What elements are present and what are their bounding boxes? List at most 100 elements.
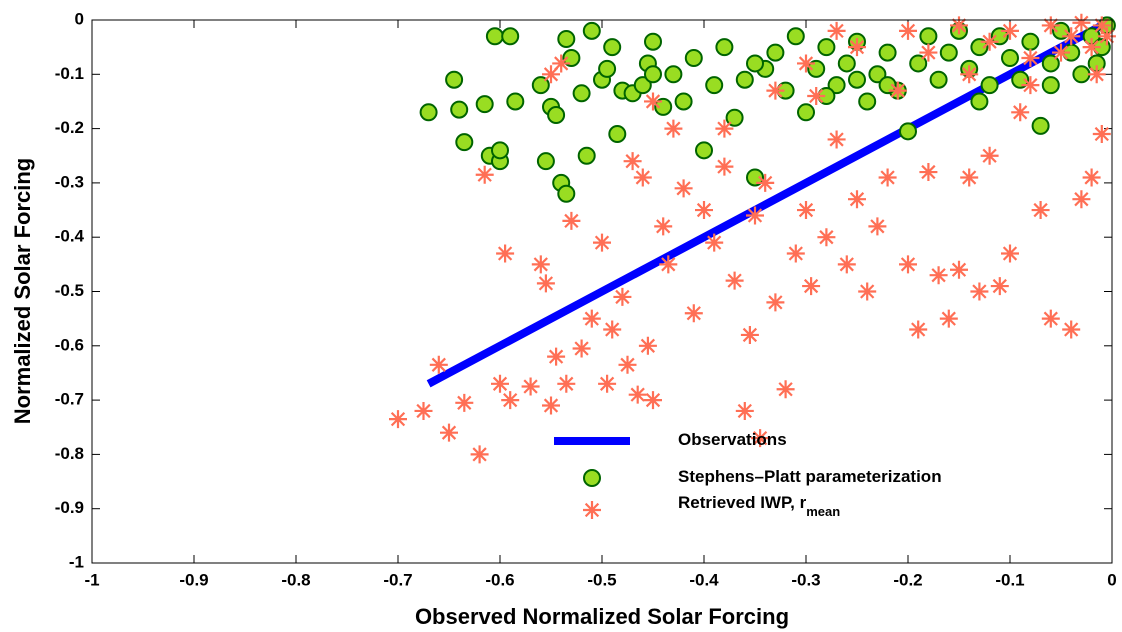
circle-marker (684, 49, 703, 68)
star-marker (684, 304, 703, 323)
circle-marker (450, 100, 469, 119)
star-marker (715, 119, 734, 138)
legend-label-text: Stephens–Platt parameterization (678, 467, 942, 486)
circle-marker (1041, 76, 1060, 95)
circle-marker (899, 122, 917, 141)
star-marker (1021, 49, 1040, 68)
star-marker (547, 347, 566, 366)
y-tick-label: -0.7 (55, 390, 84, 409)
star-marker (848, 190, 866, 209)
star-marker (475, 165, 494, 184)
star-marker (496, 244, 515, 263)
star-marker (776, 380, 795, 399)
circle-marker (485, 27, 504, 46)
legend-label: Stephens–Platt parameterization (678, 467, 942, 486)
star-marker (1062, 27, 1081, 46)
star-marker (1001, 244, 1019, 263)
star-marker (1052, 43, 1070, 62)
circle-marker (608, 125, 627, 144)
circle-marker (786, 27, 805, 46)
star-marker (807, 87, 826, 106)
x-tick-label: -0.4 (689, 570, 719, 589)
circle-marker (1041, 54, 1060, 73)
circle-marker (807, 59, 826, 78)
star-marker (1092, 16, 1111, 35)
x-tick-label: -0.8 (281, 570, 310, 589)
circle-marker (939, 43, 958, 62)
circle-marker (797, 103, 815, 122)
star-marker (797, 201, 815, 220)
star-marker (970, 282, 989, 301)
star-marker (440, 423, 458, 442)
x-tick-label: -1 (84, 570, 99, 589)
circle-marker (919, 27, 938, 46)
plot-frame (91, 19, 1113, 564)
star-marker (1062, 320, 1081, 339)
circle-marker (746, 54, 764, 73)
star-marker (623, 152, 642, 171)
x-axis-title: Observed Normalized Solar Forcing (415, 604, 789, 629)
legend-label: Retrieved IWP, rmean (678, 493, 840, 519)
star-marker (827, 130, 846, 149)
star-marker (766, 293, 785, 312)
star-marker (802, 277, 821, 296)
star-marker (919, 43, 938, 62)
star-marker (542, 65, 560, 84)
star-marker (960, 168, 979, 187)
legend-star (583, 501, 601, 519)
star-marker (644, 391, 662, 410)
star-marker (878, 168, 897, 187)
star-marker (1011, 103, 1030, 122)
circle-marker (557, 30, 576, 49)
circle-marker (909, 54, 928, 73)
circle-marker (746, 168, 764, 187)
star-marker (572, 339, 591, 358)
star-marker (695, 201, 713, 220)
star-marker (797, 54, 815, 73)
legend-label-text: Retrieved IWP, r (678, 493, 807, 512)
star-marker (715, 157, 734, 176)
star-marker (593, 233, 611, 252)
star-marker (1072, 13, 1091, 32)
y-axis-title: Normalized Solar Forcing (10, 158, 35, 425)
star-marker (644, 92, 662, 111)
star-marker (868, 217, 887, 236)
x-tick-label: -0.5 (587, 570, 616, 589)
y-tick-label: -0.1 (55, 64, 84, 83)
circle-marker (501, 27, 520, 46)
circle-marker (572, 84, 591, 103)
circle-marker (705, 76, 724, 95)
x-tick-label: -0.3 (791, 570, 820, 589)
legend-label: Observations (678, 430, 787, 449)
star-marker (598, 374, 617, 393)
star-marker (960, 65, 979, 84)
circle-marker (970, 38, 989, 57)
star-marker (542, 396, 560, 415)
star-marker (827, 21, 846, 40)
circle-marker (817, 38, 836, 57)
circle-marker (878, 43, 897, 62)
star-marker (1087, 65, 1106, 84)
star-marker (603, 320, 622, 339)
circle-marker (664, 65, 683, 84)
star-marker (939, 309, 958, 328)
star-marker (1031, 201, 1050, 220)
star-marker (1041, 16, 1060, 35)
circle-marker (654, 97, 673, 116)
star-marker (562, 211, 581, 230)
circle-marker (827, 76, 846, 95)
star-marker (389, 410, 407, 429)
star-marker (414, 401, 433, 420)
star-marker (735, 401, 754, 420)
star-marker (848, 38, 866, 57)
star-marker (899, 255, 917, 274)
star-marker (725, 271, 744, 290)
star-marker (980, 146, 999, 165)
circle-marker (970, 92, 989, 111)
star-marker (638, 336, 657, 355)
star-marker (980, 32, 999, 51)
star-marker (501, 391, 520, 410)
circle-marker (531, 76, 550, 95)
x-tick-label: -0.1 (995, 570, 1024, 589)
